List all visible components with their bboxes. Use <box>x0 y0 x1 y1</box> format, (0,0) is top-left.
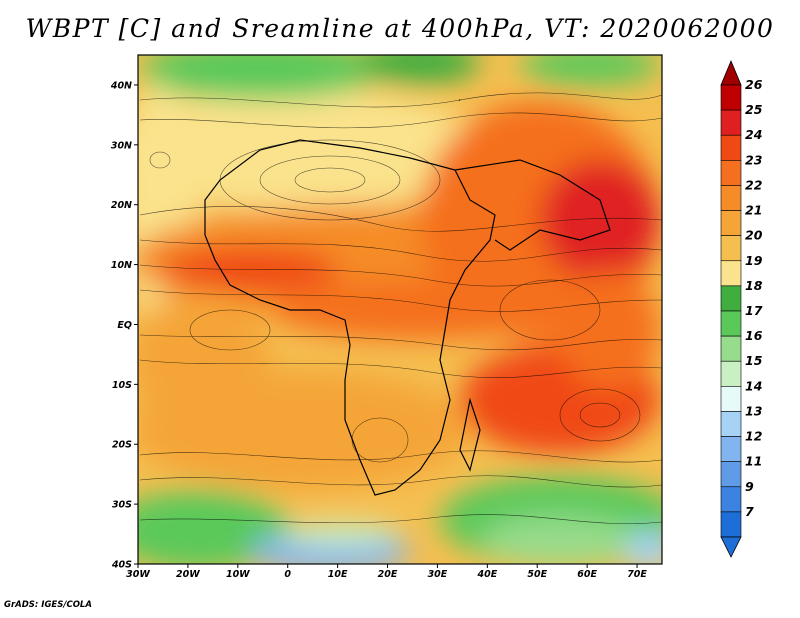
longitude-axis: 30W 20W 10W 0 10E 20E 30E 40E 50E 60E 70E <box>126 564 647 580</box>
lon-label: 10E <box>328 569 348 580</box>
map-panel <box>138 55 662 564</box>
colorbar-swatch <box>720 310 742 337</box>
colorbar-swatch <box>720 260 742 287</box>
colorbar-swatch <box>720 160 742 186</box>
colorbar-label: 18 <box>745 278 763 293</box>
colorbar-label: 15 <box>745 353 763 368</box>
colorbar-swatch <box>720 210 742 236</box>
lat-label: 30N <box>111 140 132 151</box>
colorbar-label: 13 <box>745 403 762 418</box>
lon-label: 70E <box>627 569 647 580</box>
colorbar-label: 22 <box>745 177 762 192</box>
coastlines <box>204 139 611 496</box>
colorbar-label: 17 <box>745 303 763 318</box>
lon-label: 30E <box>428 569 448 580</box>
colorbar-label: 9 <box>745 479 754 494</box>
colorbar-swatch <box>720 185 742 211</box>
colorbar-swatch <box>720 335 742 362</box>
lat-label: 30S <box>112 500 132 511</box>
colorbar-swatch <box>720 411 742 437</box>
lat-label: EQ <box>117 320 132 331</box>
lon-label: 30W <box>126 569 150 580</box>
colorbar-swatch <box>720 386 742 412</box>
lon-label: 40E <box>476 569 497 580</box>
colorbar-label: 14 <box>745 378 762 393</box>
lon-label: 50E <box>527 569 547 580</box>
colorbar-label: 26 <box>745 77 763 92</box>
lat-label: 20N <box>111 200 132 211</box>
colorbar-label: 11 <box>745 454 762 469</box>
latitude-axis: 40N 30N 20N 10N EQ 10S 20S 30S 40S <box>110 80 138 571</box>
lon-label: 0 <box>284 569 291 580</box>
colorbar-swatch <box>720 84 742 111</box>
colorbar-top-arrow <box>720 59 742 86</box>
lat-label: 40N <box>110 80 132 91</box>
colorbar-label: 20 <box>745 228 763 243</box>
colorbar-swatch <box>720 285 742 312</box>
lat-label: 10N <box>111 260 132 271</box>
grads-credit: GrADS: IGES/COLA <box>4 600 92 610</box>
colorbar-swatch <box>720 134 742 161</box>
lon-label: 60E <box>577 569 597 580</box>
colorbar-label: 16 <box>745 328 763 343</box>
colorbar-swatch <box>720 511 742 538</box>
colorbar-swatch <box>720 461 742 488</box>
colorbar-swatch <box>720 360 742 387</box>
colorbar-swatch <box>720 235 742 262</box>
colorbar-label: 12 <box>745 429 762 444</box>
lat-label: 40S <box>111 560 132 571</box>
map-title: WBPT [C] and Sreamline at 400hPa, VT: 20… <box>25 14 775 43</box>
lon-label: 10W <box>226 569 250 580</box>
colorbar-bottom-arrow <box>720 536 742 558</box>
lon-label: 20E <box>378 569 398 580</box>
colorbar-label: 24 <box>745 127 762 142</box>
colorbar-swatch <box>720 436 742 462</box>
lon-label: 20W <box>176 569 200 580</box>
colorbar-swatch <box>720 486 742 513</box>
colorbar: 26 25 24 23 22 21 20 19 18 17 16 15 14 13 12 11 9 7 <box>720 59 763 558</box>
temperature-field <box>138 55 662 564</box>
map-frame <box>137 54 663 565</box>
colorbar-label: 7 <box>745 504 754 519</box>
colorbar-label: 23 <box>745 152 762 167</box>
colorbar-label: 19 <box>745 253 763 268</box>
lat-label: 20S <box>112 440 132 451</box>
colorbar-swatch <box>720 109 742 136</box>
colorbar-label: 25 <box>745 102 763 117</box>
lat-label: 10S <box>112 380 132 391</box>
colorbar-label: 21 <box>745 203 762 218</box>
